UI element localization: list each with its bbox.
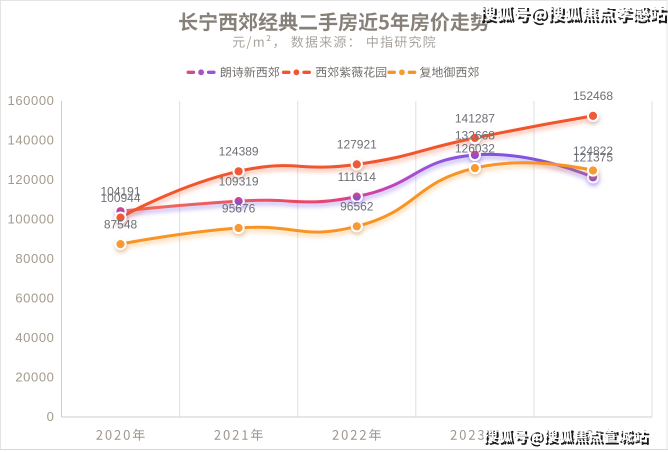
svg-text:152468: 152468 — [573, 89, 613, 103]
svg-text:20000: 20000 — [15, 369, 54, 384]
svg-text:120000: 120000 — [8, 172, 55, 187]
svg-text:160000: 160000 — [8, 93, 55, 108]
svg-text:126032: 126032 — [455, 141, 495, 155]
svg-text:141287: 141287 — [455, 111, 495, 125]
svg-text:121375: 121375 — [573, 151, 613, 165]
svg-text:140000: 140000 — [8, 132, 55, 147]
svg-text:95676: 95676 — [222, 201, 256, 215]
svg-text:124389: 124389 — [219, 145, 259, 159]
svg-text:111614: 111614 — [338, 170, 377, 184]
svg-text:96562: 96562 — [340, 200, 374, 214]
svg-text:109319: 109319 — [219, 174, 259, 188]
svg-text:40000: 40000 — [15, 330, 54, 345]
svg-text:87548: 87548 — [104, 217, 138, 231]
svg-text:100000: 100000 — [8, 211, 55, 226]
svg-text:80000: 80000 — [15, 251, 54, 266]
svg-text:127921: 127921 — [337, 138, 377, 152]
svg-text:132668: 132668 — [455, 128, 495, 142]
svg-text:0: 0 — [47, 409, 55, 424]
svg-text:124822: 124822 — [573, 144, 613, 158]
svg-text:104191: 104191 — [100, 185, 140, 199]
svg-text:100944: 100944 — [100, 191, 140, 205]
svg-text:60000: 60000 — [15, 290, 54, 305]
